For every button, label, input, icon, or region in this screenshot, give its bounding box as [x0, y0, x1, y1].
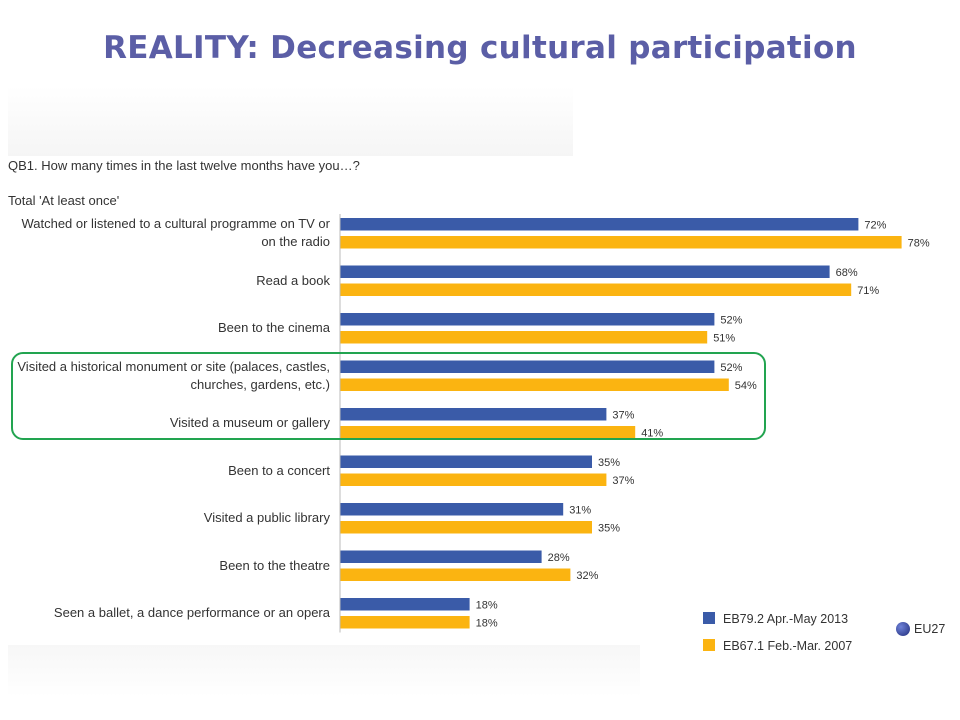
category-label-line: Visited a museum or gallery	[169, 415, 330, 430]
category-label-line: on the radio	[261, 234, 330, 249]
data-label: 37%	[612, 409, 634, 421]
bar-2013	[340, 503, 564, 516]
bar-2013	[340, 218, 859, 231]
data-label: 31%	[569, 504, 591, 516]
category-label-line: Seen a ballet, a dance performance or an…	[53, 605, 330, 620]
category-label-line: Visited a public library	[203, 510, 330, 525]
legend-swatch-2007	[703, 639, 715, 651]
data-label: 51%	[713, 332, 735, 344]
data-label: 18%	[476, 599, 498, 611]
bar-2007	[340, 521, 592, 534]
bar-2007	[340, 378, 729, 391]
data-label: 52%	[720, 362, 742, 374]
bar-2013	[340, 408, 607, 421]
category-label: Visited a historical monument or site (p…	[10, 358, 330, 394]
bar-2013	[340, 550, 542, 563]
eu-globe-icon	[896, 622, 910, 636]
category-label: Seen a ballet, a dance performance or an…	[10, 604, 330, 622]
bar-2007	[340, 426, 636, 439]
legend-label-2013: EB79.2 Apr.-May 2013	[723, 612, 849, 626]
data-label: 35%	[598, 522, 620, 534]
bar-2013	[340, 360, 715, 373]
bar-2013	[340, 313, 715, 326]
category-label: Read a book	[10, 272, 330, 290]
highlight-box	[11, 352, 766, 440]
category-label-line: churches, gardens, etc.)	[190, 376, 330, 392]
data-label: 35%	[598, 457, 620, 469]
legend-label-2007: EB67.1 Feb.-Mar. 2007	[723, 639, 853, 653]
category-label: Been to the theatre	[10, 557, 330, 575]
bar-2007	[340, 283, 852, 296]
bar-2013	[340, 455, 592, 468]
category-label-line: Watched or listened to a cultural progra…	[21, 216, 330, 231]
data-label: 28%	[548, 552, 570, 564]
data-label: 78%	[908, 237, 930, 249]
legend-item-2013: EB79.2 Apr.-May 2013	[703, 612, 848, 626]
bar-2007	[340, 568, 571, 581]
page-title: REALITY: Decreasing cultural participati…	[103, 30, 857, 66]
data-label: 32%	[576, 570, 598, 582]
category-label-line: Been to the theatre	[219, 557, 330, 573]
chart-subtitle: Total 'At least once'	[8, 193, 120, 208]
data-label: 41%	[641, 427, 663, 439]
data-label: 18%	[476, 617, 498, 629]
category-label-line: Read a book	[256, 272, 330, 288]
category-label-line: Been to the cinema	[217, 320, 330, 335]
bar-2007	[340, 236, 902, 249]
data-label: 37%	[612, 475, 634, 487]
bar-2007	[340, 331, 708, 344]
bar-2013	[340, 598, 470, 611]
eu-label: EU27	[914, 622, 946, 636]
legend-swatch-2013	[703, 612, 715, 624]
bar-2007	[340, 473, 607, 486]
category-label: Visited a museum or gallery	[10, 414, 330, 432]
category-label: Been to the cinema	[10, 319, 330, 337]
eu-badge: EU27	[896, 622, 945, 636]
category-label: Been to a concert	[10, 462, 330, 480]
category-label: Watched or listened to a cultural progra…	[10, 215, 330, 251]
background-panel-bottom	[8, 645, 640, 697]
legend-item-2007: EB67.1 Feb.-Mar. 2007	[703, 639, 852, 653]
category-label-line: Visited a historical monument or site (p…	[17, 358, 330, 374]
data-label: 52%	[720, 314, 742, 326]
chart-question: QB1. How many times in the last twelve m…	[8, 158, 360, 173]
data-label: 54%	[735, 380, 757, 392]
data-label: 68%	[836, 267, 858, 279]
data-label: 72%	[864, 219, 886, 231]
bar-2013	[340, 265, 830, 278]
data-label: 71%	[857, 285, 879, 297]
category-label-line: Been to a concert	[228, 462, 330, 478]
category-label: Visited a public library	[10, 509, 330, 527]
bar-2007	[340, 616, 470, 629]
background-panel-top	[8, 86, 573, 156]
